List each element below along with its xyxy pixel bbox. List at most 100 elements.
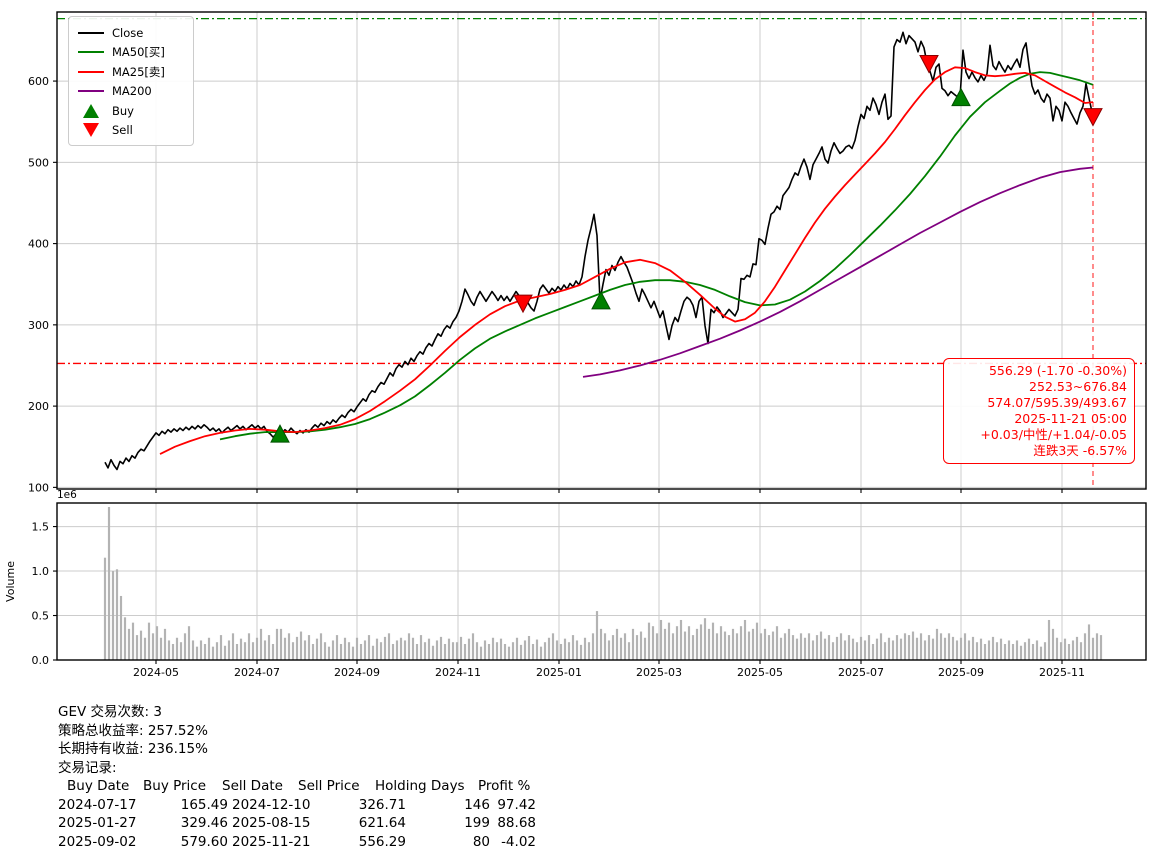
line-swatch-icon: [78, 31, 104, 34]
legend-label: Buy: [112, 103, 134, 118]
buy-triangle-icon: [83, 103, 99, 118]
trade-cell: 2024-07-17: [58, 796, 137, 813]
volume-tick-label: 1.5: [32, 521, 50, 534]
volume-axis-label: Volume: [4, 561, 17, 602]
trade-cell: 579.60: [180, 833, 228, 850]
quote-annotation-box: 556.29 (-1.70 -0.30%) 252.53~676.84 574.…: [943, 358, 1135, 464]
price-tick-label: 400: [28, 238, 49, 251]
grid-lines: [57, 12, 1146, 660]
buy-marker: [270, 424, 290, 443]
legend-line-swatch: [78, 90, 104, 93]
buy-marker: [591, 290, 611, 310]
axes-frame: [56, 11, 1147, 661]
price-tick-label: 600: [28, 75, 49, 88]
annotation-range: 252.53~676.84: [1029, 379, 1127, 394]
hold-return-line: 长期持有收益: 236.15%: [58, 741, 208, 757]
x-tick-label: 2024-09: [334, 666, 380, 679]
trade-cell: 97.42: [497, 796, 536, 813]
trade-cell: 165.49: [180, 796, 228, 813]
trade-cell: 2025-08-15: [232, 815, 311, 831]
x-tick-label: 2024-07: [234, 666, 280, 679]
volume-tick-label: 0.0: [32, 654, 50, 667]
legend-item-sell: Sell: [78, 121, 184, 141]
trade-cell: 2025-09-02: [58, 833, 137, 850]
line-swatch-icon: [78, 70, 104, 73]
trade-cell: 146: [464, 796, 490, 813]
price-tick-label: 200: [28, 400, 49, 413]
annotation-signal: +0.03/中性/+1.04/-0.05: [980, 427, 1127, 442]
ma200-line: [582, 166, 1094, 378]
trade-row: 2025-09-02 579.60 2025-11-21 556.29 80 -4.02: [58, 833, 556, 852]
legend-line-swatch: [78, 51, 104, 54]
legend-label: MA25[卖]: [112, 64, 165, 79]
col-sell-price: Sell Price: [298, 778, 360, 794]
trade-cell: 329.46: [180, 815, 228, 831]
trade-cell: 326.71: [358, 796, 406, 813]
trade-cell: 2025-01-27: [58, 815, 137, 831]
legend-label: Sell: [112, 123, 133, 138]
annotation-datetime: 2025-11-21 05:00: [1014, 411, 1127, 426]
x-tick-label: 2025-09: [938, 666, 984, 679]
axis-ticks: [53, 80, 1063, 664]
trade-table-body: 2024-07-17 165.49 2024-12-10 326.71 146 97.42…: [58, 796, 556, 852]
legend-item-ma50: MA50[买]: [78, 43, 184, 63]
annotation-price-change: 556.29 (-1.70 -0.30%): [988, 363, 1127, 378]
trade-table-header: Buy Date Buy Price Sell Date Sell Price …: [58, 777, 556, 796]
col-profit: Profit %: [478, 778, 531, 794]
trade-cell: 556.29: [358, 833, 406, 850]
legend-marker-swatch: [78, 123, 104, 138]
volume-offset-label: 1e6: [57, 489, 77, 501]
x-tick-label: 2025-07: [838, 666, 884, 679]
x-tick-label: 2025-01: [536, 666, 582, 679]
legend-label: MA50[买]: [112, 45, 165, 60]
sell-triangle-icon: [83, 123, 99, 138]
volume-tick-label: 0.5: [32, 610, 50, 623]
trade-cell: 88.68: [497, 815, 536, 831]
col-buy-date: Buy Date: [67, 778, 130, 794]
x-tick-label: 2025-11: [1039, 666, 1085, 679]
axis-tick-labels: 2024-05 2024-07 2024-09 2024-11 2025-01 2025-…: [4, 75, 1085, 679]
legend-item-ma25: MA25[卖]: [78, 62, 184, 82]
price-tick-label: 100: [28, 481, 49, 494]
trade-cell: 80: [472, 833, 490, 850]
ma25-line: [159, 66, 1094, 455]
legend-line-swatch: [78, 70, 104, 73]
legend-marker-swatch: [78, 103, 104, 118]
trade-cell: 2024-12-10: [232, 796, 311, 813]
price-tick-label: 300: [28, 319, 49, 332]
annotation-ma-values: 574.07/595.39/493.67: [987, 395, 1127, 410]
sell-marker: [1083, 108, 1103, 127]
trade-markers: [270, 54, 1103, 443]
x-tick-label: 2025-03: [636, 666, 682, 679]
trade-log-title: 交易记录:: [58, 759, 117, 776]
col-sell-date: Sell Date: [222, 778, 283, 794]
legend-item-ma200: MA200: [78, 82, 184, 102]
sell-marker: [513, 294, 533, 314]
buy-marker: [951, 87, 971, 107]
chart-legend: Close MA50[买] MA25[卖] MA200 Buy Sell: [68, 16, 194, 146]
legend-label: Close: [112, 25, 144, 40]
trade-cell: -4.02: [501, 833, 536, 850]
sell-marker: [919, 54, 939, 74]
x-tick-label: 2024-05: [133, 666, 179, 679]
trade-row: 2024-07-17 165.49 2024-12-10 326.71 146 97.42: [58, 796, 556, 815]
legend-label: MA200: [112, 84, 152, 99]
trade-cell: 199: [464, 815, 490, 831]
col-holding-days: Holding Days: [375, 778, 465, 794]
volume-tick-label: 1.0: [32, 565, 50, 578]
trade-count-line: GEV 交易次数: 3: [58, 704, 162, 720]
legend-line-swatch: [78, 31, 104, 34]
x-tick-label: 2024-11: [435, 666, 481, 679]
annotation-streak: 连跌3天 -6.57%: [1033, 443, 1127, 458]
line-swatch-icon: [78, 90, 104, 93]
price-tick-label: 500: [28, 156, 49, 169]
strategy-return-line: 策略总收益率: 257.52%: [58, 722, 208, 739]
strategy-stats-block: GEV 交易次数: 3 策略总收益率: 257.52% 长期持有收益: 236.…: [58, 703, 556, 851]
line-swatch-icon: [78, 51, 104, 54]
trade-row: 2025-01-27 329.46 2025-08-15 621.64 199 88.68: [58, 814, 556, 833]
trade-cell: 621.64: [358, 815, 406, 831]
trade-cell: 2025-11-21: [232, 833, 311, 850]
x-tick-label: 2025-05: [737, 666, 783, 679]
price-volume-chart: 2024-05 2024-07 2024-09 2024-11 2025-01 2025-…: [4, 11, 1147, 679]
